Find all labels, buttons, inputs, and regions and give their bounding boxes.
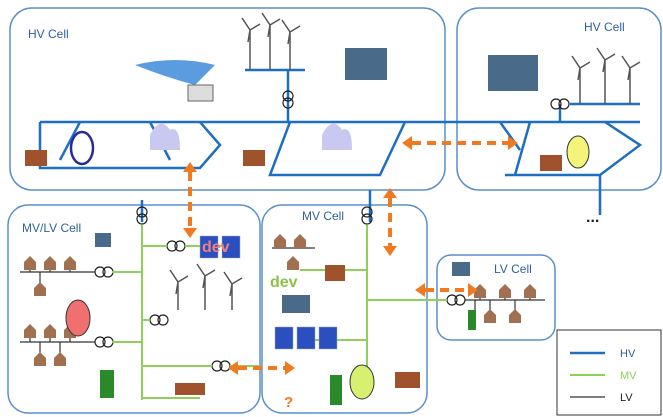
legend-label: MV bbox=[620, 370, 637, 382]
annotation: dev bbox=[270, 274, 298, 291]
houses bbox=[24, 234, 536, 366]
hv-cell bbox=[9, 7, 446, 191]
legend-label: HV bbox=[620, 348, 636, 360]
legend-label: LV bbox=[620, 392, 633, 404]
mv-cell bbox=[261, 204, 428, 414]
solar-panels bbox=[199, 235, 338, 350]
hv-network bbox=[38, 68, 643, 222]
cell-label: MV/LV Cell bbox=[22, 221, 81, 235]
wind-turbines bbox=[169, 12, 641, 310]
cell-label: LV Cell bbox=[494, 262, 532, 276]
lv-cell bbox=[436, 254, 556, 341]
icons bbox=[25, 48, 590, 405]
legend bbox=[556, 329, 662, 416]
cell-label: HV Cell bbox=[584, 20, 625, 34]
cell-label: MV Cell bbox=[302, 209, 344, 223]
arrows bbox=[183, 136, 518, 375]
annotation: ? bbox=[284, 394, 293, 411]
cell-label: HV Cell bbox=[28, 27, 69, 41]
annotation: dev bbox=[202, 239, 230, 256]
annotation: ... bbox=[586, 209, 599, 226]
